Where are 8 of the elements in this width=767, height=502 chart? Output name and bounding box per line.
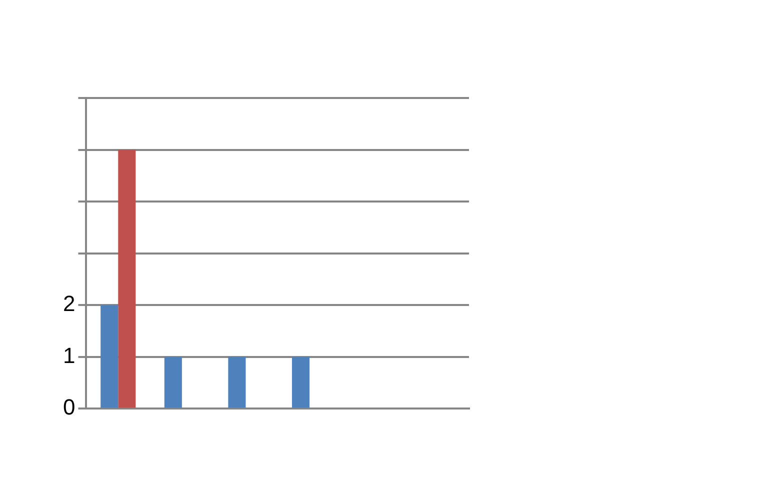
bar — [292, 356, 310, 408]
y-tick-label: 1 — [62, 342, 76, 368]
y-tick-label: 2 — [62, 291, 76, 316]
bar — [228, 356, 246, 408]
bar — [118, 150, 136, 408]
bar — [100, 305, 118, 408]
bar — [164, 356, 182, 408]
y-tick-label: 0 — [62, 394, 76, 420]
